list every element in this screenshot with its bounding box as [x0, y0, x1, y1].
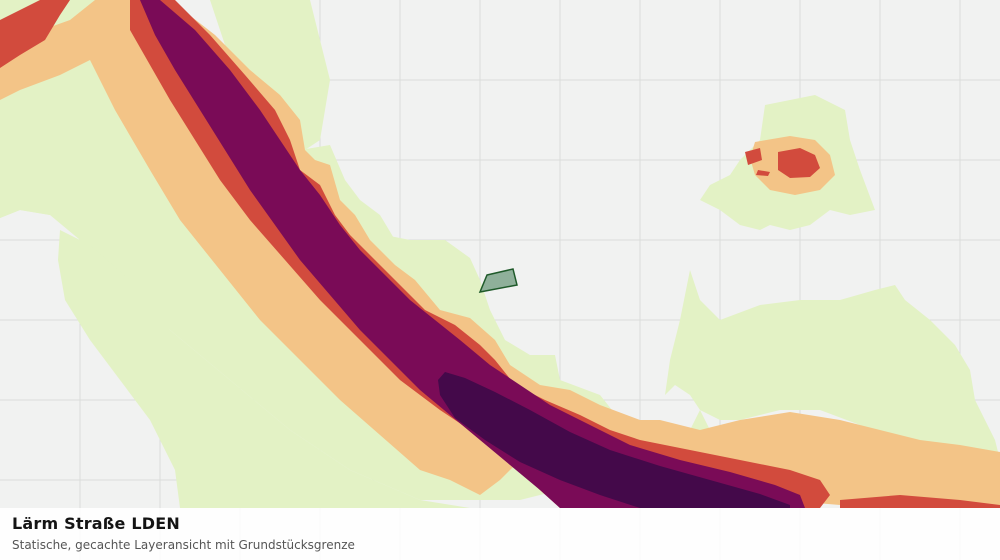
layer-title: Lärm Straße LDEN	[12, 514, 180, 533]
property-boundary-polygon[interactable]	[478, 268, 518, 293]
noise-zone-very-high	[438, 372, 790, 508]
map-caption: Lärm Straße LDEN Statische, gecachte Lay…	[0, 508, 1000, 560]
layer-subtitle: Statische, gecachte Layeransicht mit Gru…	[12, 538, 355, 552]
